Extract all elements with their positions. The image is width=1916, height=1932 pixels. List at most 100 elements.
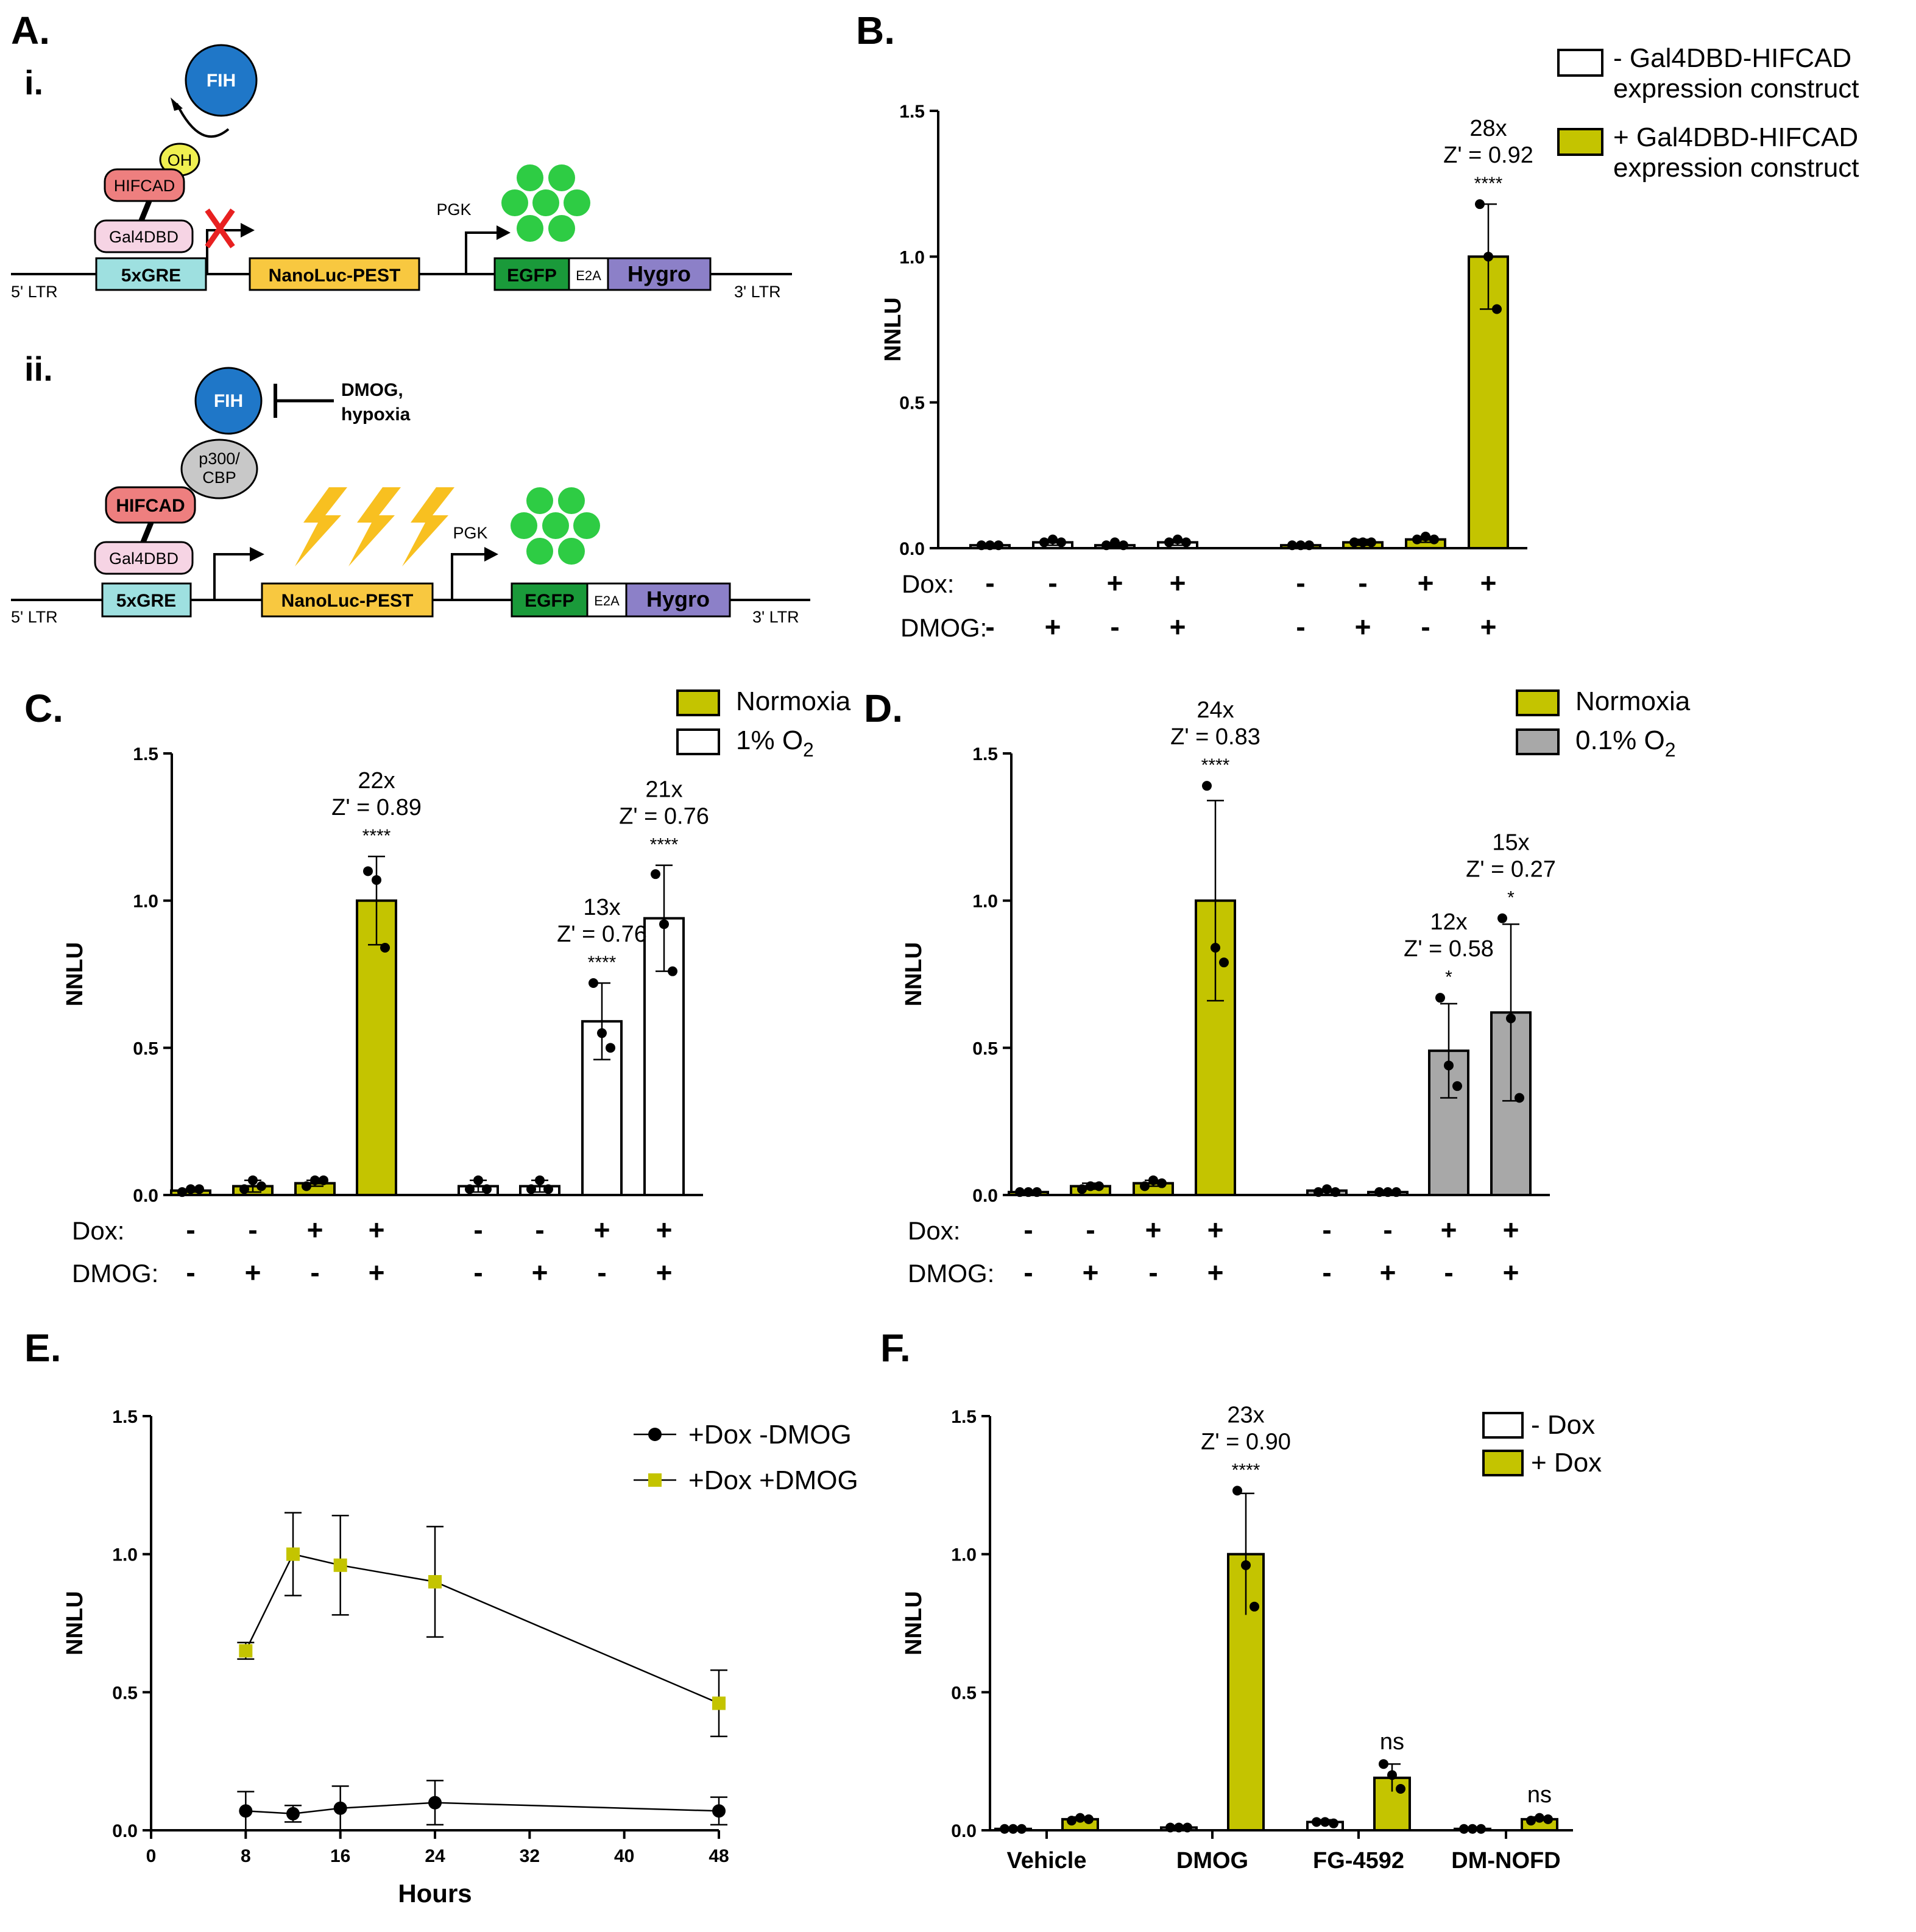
legend-label: +Dox +DMOG [688, 1465, 858, 1495]
y-tick-label: 1.0 [133, 892, 158, 912]
data-point [1287, 540, 1297, 551]
data-point [1000, 1824, 1009, 1834]
dox-sign: - [1358, 567, 1367, 599]
hygro-label-i: Hygro [627, 261, 691, 286]
legend-swatch [1516, 689, 1560, 716]
panel-label-b: B. [856, 9, 895, 52]
egfp-label-i: EGFP [507, 266, 557, 286]
x-tick-label: 16 [330, 1846, 350, 1866]
data-point [668, 966, 677, 976]
dmog-sign: - [1421, 611, 1430, 643]
dmog-sign: - [597, 1257, 606, 1288]
data-point [1444, 1060, 1454, 1071]
promoter-arrow-ii [213, 553, 250, 600]
ltr3-label-i: 3' LTR [734, 283, 781, 301]
annotation-text: Z' = 0.89 [331, 795, 422, 820]
pgk-label-ii: PGK [453, 524, 487, 542]
legend-marker [648, 1473, 662, 1487]
data-point [712, 1696, 726, 1710]
data-point [256, 1181, 266, 1191]
annotation-text: 21x [645, 777, 682, 803]
annotation-text: ns [1380, 1729, 1404, 1755]
annotation-text: 22x [358, 768, 395, 794]
panel-label-e: E. [24, 1326, 61, 1370]
data-point [994, 540, 1003, 551]
data-point [526, 1184, 536, 1194]
data-point [1492, 304, 1502, 314]
dox-sign: + [1170, 567, 1186, 599]
x-axis-label: Hours [398, 1879, 472, 1908]
data-point [333, 1558, 347, 1572]
data-point [1056, 537, 1066, 548]
legend-label: - Dox [1531, 1410, 1595, 1440]
data-point [1329, 1818, 1338, 1828]
data-point [1421, 531, 1430, 541]
data-point [1506, 1014, 1516, 1023]
annotation-text: 23x [1227, 1402, 1264, 1428]
dmog-sign: - [1023, 1257, 1033, 1288]
gre-box-ii [101, 582, 192, 618]
data-point [1048, 534, 1058, 545]
dmog-sign: - [1148, 1257, 1158, 1288]
legend-swatch [676, 689, 720, 716]
legend-label: + Gal4DBD-HIFCAD [1613, 122, 1858, 152]
data-point [1164, 537, 1174, 548]
dox-row-label: Dox: [902, 569, 954, 598]
ltr5-label-ii: 5' LTR [11, 608, 58, 626]
fih-arrow-i [175, 103, 230, 138]
annotation-text: Z' = 0.92 [1443, 143, 1533, 168]
egfp-label-ii: EGFP [525, 591, 574, 611]
annotation-text: **** [588, 953, 617, 973]
gal4dbd-label-i: Gal4DBD [109, 228, 179, 246]
data-point [1543, 1814, 1553, 1824]
y-tick-label: 1.5 [899, 102, 925, 122]
y-tick-label: 0.5 [112, 1683, 138, 1703]
fih-circle-i [185, 44, 258, 117]
cross-mark-b [205, 208, 235, 249]
x-tick-label: 40 [614, 1846, 634, 1866]
y-tick-label: 0.0 [899, 539, 925, 559]
legend-label: expression construct [1613, 153, 1859, 183]
data-point [977, 540, 986, 551]
data-point [1017, 1824, 1027, 1834]
data-point [1101, 540, 1111, 551]
dox-sign: - [1048, 567, 1057, 599]
annotation-text: Z' = 0.58 [1404, 936, 1494, 962]
panel-label-f: F. [880, 1326, 911, 1370]
dmog-sign: + [1380, 1257, 1396, 1288]
y-tick-label: 0.0 [112, 1821, 138, 1841]
egfp-dots-i [501, 164, 590, 242]
data-point [1322, 1184, 1332, 1194]
legend-label-subscript: 2 [1665, 739, 1676, 761]
annotation-text: * [1445, 967, 1452, 987]
data-point [465, 1184, 475, 1194]
dmog-sign: - [985, 611, 994, 643]
y-tick-label: 1.0 [112, 1545, 138, 1565]
dmog-sign: + [1207, 1257, 1224, 1288]
data-point [1219, 957, 1229, 968]
legend-label: Normoxia [1575, 686, 1691, 716]
pgk-label-i: PGK [436, 200, 471, 219]
data-point [1148, 1175, 1158, 1185]
data-point [1379, 1759, 1388, 1769]
dox-sign: - [1086, 1214, 1095, 1246]
sub-label-i: i. [24, 63, 43, 102]
data-point [1075, 1813, 1085, 1823]
y-axis-label: NNLU [62, 1591, 88, 1655]
promoter-arrowhead-i [241, 223, 255, 238]
chart-e: 0.0 0.5 1.0 1.5 NNLU 0 8 16 24 32 40 48 Hours +Dox -D… [62, 1407, 858, 1908]
data-point [1515, 1093, 1524, 1103]
legend-label: 1% O2 [736, 725, 814, 761]
data-point [1077, 1184, 1087, 1194]
dmog-sign: + [1045, 611, 1061, 643]
legend-marker [648, 1428, 662, 1441]
dox-sign: + [1145, 1214, 1162, 1246]
data-point [1140, 1181, 1150, 1191]
data-point [194, 1184, 204, 1194]
data-point [1032, 1187, 1042, 1197]
dox-sign: + [1207, 1214, 1224, 1246]
data-point [1396, 1784, 1405, 1794]
data-point [1391, 1187, 1401, 1197]
data-point [1383, 1187, 1393, 1197]
